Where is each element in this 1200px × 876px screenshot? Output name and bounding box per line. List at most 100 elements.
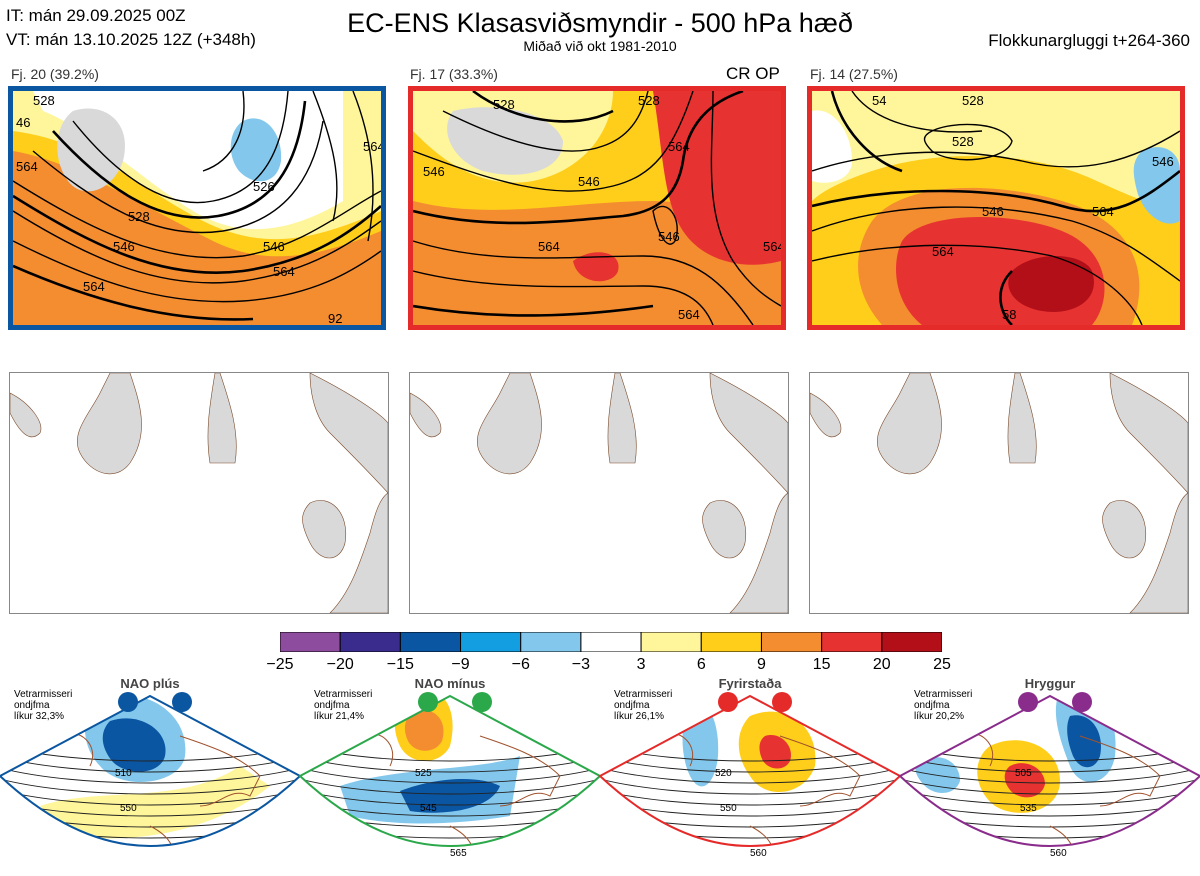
regime-info-line: líkur 32,3% [14,711,65,722]
regime-marker-dot [772,692,792,712]
page-subtitle: Miðað við okt 1981-2010 [523,38,677,54]
colorbar-tick-label: −6 [511,656,530,673]
anomaly-shading [1067,715,1101,768]
colorbar-cell [279,631,341,653]
colorbar-tick-label: −9 [451,656,470,673]
height-contour [900,767,1200,784]
regime-contour-label: 560 [750,848,767,859]
base-map-1 [9,372,389,614]
cluster-2-map: 528 528 546 546 564 546 564 564 564 [408,86,786,330]
height-contour [300,778,600,795]
contour-label: 564 [668,139,690,154]
cluster-3-map: 54 528 528 546 546 564 564 58 [807,86,1185,330]
height-contour [0,767,300,784]
contour-label: 528 [128,209,150,224]
height-contour [900,778,1200,795]
anomaly-shading [404,710,444,751]
contour-label: 564 [932,244,954,259]
contour-label: 46 [16,115,30,130]
regime-outline [898,694,1200,847]
colorbar-cell [399,631,462,653]
contour-label: 546 [423,164,445,179]
height-contour [300,767,600,784]
height-contour [600,778,900,795]
control-op-tag: CR OP [726,64,780,83]
regime-contour-label: 535 [1020,803,1037,814]
regime-info-line: ondjfma [614,700,650,711]
height-contour [0,778,300,795]
anomaly-shading [102,718,166,772]
regime-name: NAO mínus [414,676,486,691]
valid-time: VT: mán 13.10.2025 12Z (+348h) [6,30,256,49]
regime-outline [0,694,302,847]
regime-info-line: Vetrarmisseri [914,689,973,700]
height-contour [600,789,900,806]
colorbar-cell [881,631,943,653]
colorbar-cell [760,631,823,653]
regime-name: NAO plús [120,676,180,691]
contour-label: 564 [16,159,38,174]
contour-label: 546 [1152,154,1174,169]
colorbar-tick-label: 3 [636,656,646,673]
regime-contour-label: 525 [415,768,432,779]
regime-info: Vetrarmisseri ondjfma líkur 20,2% [914,689,972,722]
regime-marker-dot [418,692,438,712]
cluster-2-label: Fj. 17 (33.3%) [410,66,498,82]
regime-info-line: Vetrarmisseri [614,689,673,700]
contour-label: 528 [33,93,55,108]
regime-contour-label: 510 [115,768,132,779]
contour-label: 54 [872,93,886,108]
regime-info-line: ondjfma [14,700,50,711]
regime-row: 510 550 525 545 565 520 550 560 505 535 560 [0,676,1200,871]
regime-contour-label: 545 [420,803,437,814]
colorbar-cell [460,631,522,653]
contour-label: 564 [1092,204,1114,219]
colorbar-cell [821,631,883,653]
regime-info-line: Vetrarmisseri [314,689,373,700]
contour-label: 528 [638,93,660,108]
contour-label: 528 [493,97,515,112]
regime-marker-dot [1072,692,1092,712]
regime-info-line: líkur 20,2% [914,711,965,722]
contour-label: 564 [83,279,105,294]
base-map-2 [409,372,789,614]
regime-info-line: líkur 26,1% [614,711,665,722]
colorbar-cell [700,631,762,653]
contour-label: 546 [263,239,285,254]
regime-outline [298,694,602,847]
colorbar-tick-label: −15 [386,656,414,673]
contour-label: 546 [578,174,600,189]
regime-contour-label: 505 [1015,768,1032,779]
colorbar-tick-label: 6 [696,656,706,673]
contour-label: 564 [273,264,295,279]
initial-time: IT: mán 29.09.2025 00Z [6,6,186,25]
regime-info: Vetrarmisseri ondjfma líkur 26,1% [614,689,672,722]
contour-label: 546 [113,239,135,254]
regime-marker-dot [118,692,138,712]
height-contour [0,756,300,773]
colorbar-cell [580,631,642,653]
colorbar [279,631,943,653]
regime-info-line: ondjfma [914,700,950,711]
regime-marker-dot [1018,692,1038,712]
base-map-3 [809,372,1189,614]
anomaly-shading [1010,848,1045,862]
contour-label: 58 [1002,307,1016,322]
contour-label: 546 [658,229,680,244]
regime-info-line: líkur 21,4% [314,711,365,722]
colorbar-tick-label: −25 [266,656,294,673]
colorbar-cell [520,631,582,653]
height-contour [600,767,900,784]
regime-info: Vetrarmisseri ondjfma líkur 21,4% [314,689,372,722]
height-contour [0,789,300,806]
regime-contour-label: 565 [450,848,467,859]
colorbar-tick-label: 9 [757,656,766,673]
contour-label: 546 [982,204,1004,219]
cluster-3-label: Fj. 14 (27.5%) [810,66,898,82]
contour-label: 564 [763,239,781,254]
anomaly-shading [40,766,270,839]
regime-info: Vetrarmisseri ondjfma líkur 32,3% [14,689,72,722]
regime-contour-label: 550 [120,803,137,814]
regime-contour-label: 520 [715,768,732,779]
height-contour [900,756,1200,773]
